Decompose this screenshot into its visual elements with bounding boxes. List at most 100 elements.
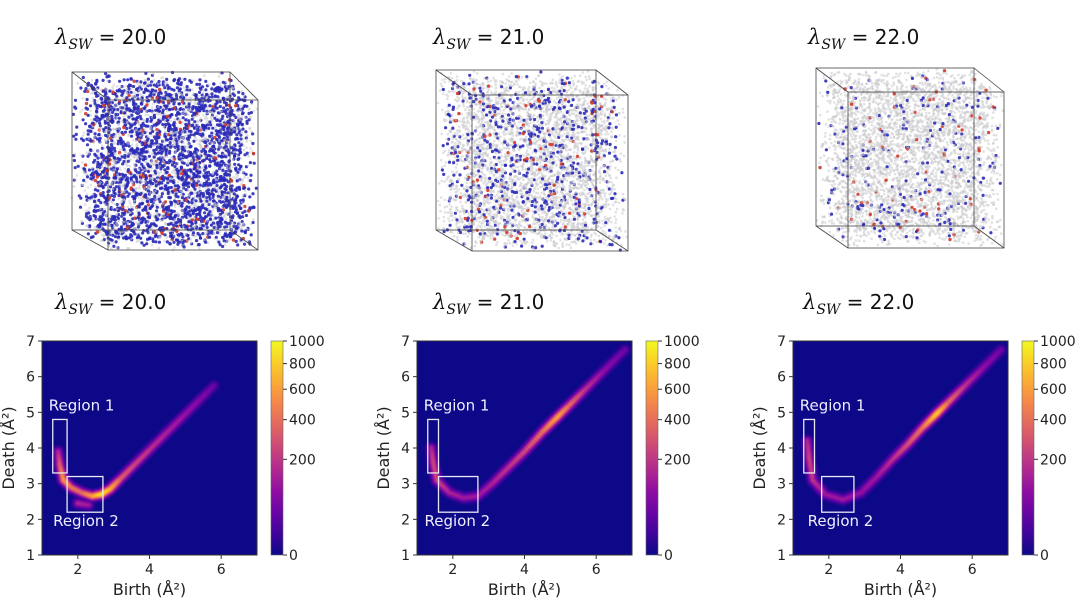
value: = 20.0 xyxy=(98,290,167,314)
y-tick-label: 1 xyxy=(26,548,35,564)
region-box-1 xyxy=(427,418,440,474)
subscript: SW xyxy=(446,302,471,318)
x-tick-label: 6 xyxy=(217,562,226,578)
colorbar-tick-label: 400 xyxy=(289,413,316,429)
particles xyxy=(70,70,259,252)
density-raster xyxy=(793,341,1008,555)
x-tick-label: 4 xyxy=(145,562,154,578)
plot-title-1: λSW = 20.0 xyxy=(55,290,166,318)
y-tick-label: 6 xyxy=(401,370,410,386)
persistence-heatmap-2: Region 1 Region 2 2 4 6 1 2 3 4 5 6 7 Birth (Å²) Deat… xyxy=(374,334,700,599)
colorbar-tick-label: 0 xyxy=(1040,548,1049,564)
y-tick-label: 6 xyxy=(777,370,786,386)
y-tick-label: 4 xyxy=(401,441,410,457)
subscript: SW xyxy=(68,37,93,53)
colorbar-tick-label: 800 xyxy=(664,357,691,373)
y-tick-label: 1 xyxy=(401,548,410,564)
colorbar: 0 200 400 600 800 1000 xyxy=(1021,334,1076,564)
colorbar-tick-label: 800 xyxy=(1040,357,1067,373)
region-box-2 xyxy=(66,475,104,513)
subscript: SW xyxy=(821,37,846,53)
region-label-2: Region 2 xyxy=(53,512,119,530)
y-tick-label: 5 xyxy=(777,405,786,421)
particles xyxy=(436,70,629,252)
y-tick-label: 5 xyxy=(26,405,35,421)
y-axis-label: Death (Å²) xyxy=(0,406,18,489)
x-tick-label: 6 xyxy=(968,562,977,578)
colorbar: 0 200 400 600 800 1000 xyxy=(270,334,325,564)
lambda-symbol: λ xyxy=(55,290,69,314)
x-axis-label: Birth (Å²) xyxy=(113,580,186,599)
y-tick-label: 3 xyxy=(401,477,410,493)
lambda-symbol: λ xyxy=(55,25,69,49)
x-tick-label: 2 xyxy=(448,562,457,578)
y-tick-label: 3 xyxy=(26,477,35,493)
region-label-1: Region 1 xyxy=(800,396,866,414)
y-tick-label: 1 xyxy=(777,548,786,564)
value: = 22.0 xyxy=(851,25,920,49)
cube-edges xyxy=(435,69,629,252)
colorbar-tick-label: 1000 xyxy=(289,334,325,350)
particle-cube-2 xyxy=(435,69,629,252)
y-tick-label: 2 xyxy=(401,512,410,528)
colorbar-gradient xyxy=(645,340,659,556)
colorbar-tick-label: 1000 xyxy=(1040,334,1076,350)
cube-title-3: λSW = 22.0 xyxy=(808,25,919,53)
y-axis-label: Death (Å²) xyxy=(750,406,769,489)
colorbar-tick-label: 200 xyxy=(664,452,691,468)
persistence-heatmap-1: Region 1 Region 2 2 4 6 1 2 3 4 5 6 7 Birth (Å²) Deat… xyxy=(0,334,325,599)
region-label-2: Region 2 xyxy=(425,512,491,530)
y-tick-label: 7 xyxy=(26,334,35,350)
density-raster xyxy=(42,341,257,555)
y-tick-label: 2 xyxy=(777,512,786,528)
lambda-symbol: λ xyxy=(808,25,822,49)
colorbar-tick-label: 600 xyxy=(1040,382,1067,398)
y-tick-label: 7 xyxy=(777,334,786,350)
colorbar-tick-label: 1000 xyxy=(664,334,700,350)
region-box-1 xyxy=(803,418,816,474)
colorbar-gradient xyxy=(1021,340,1035,556)
y-axis-label: Death (Å²) xyxy=(374,406,393,489)
cube-edges xyxy=(815,67,1005,249)
colorbar-tick-label: 0 xyxy=(664,548,673,564)
colorbar-tick-label: 600 xyxy=(664,382,691,398)
value: = 22.0 xyxy=(846,290,915,314)
subscript: SW xyxy=(446,37,471,53)
x-tick-label: 2 xyxy=(73,562,82,578)
y-tick-label: 6 xyxy=(26,370,35,386)
region-label-2: Region 2 xyxy=(808,512,874,530)
y-tick-label: 4 xyxy=(777,441,786,457)
subscript: SW xyxy=(816,302,841,318)
value: = 21.0 xyxy=(476,290,545,314)
x-axis-label: Birth (Å²) xyxy=(488,580,561,599)
y-tick-label: 2 xyxy=(26,512,35,528)
y-tick-label: 5 xyxy=(401,405,410,421)
region-label-1: Region 1 xyxy=(424,396,490,414)
colorbar-tick-label: 0 xyxy=(289,548,298,564)
colorbar-gradient xyxy=(270,340,284,556)
colorbar: 0 200 400 600 800 1000 xyxy=(645,334,700,564)
cube-title-2: λSW = 21.0 xyxy=(433,25,544,53)
colorbar-tick-label: 200 xyxy=(1040,452,1067,468)
x-tick-label: 4 xyxy=(896,562,905,578)
y-tick-label: 4 xyxy=(26,441,35,457)
cube-title-1: λSW = 20.0 xyxy=(55,25,166,53)
plot-title-2: λSW = 21.0 xyxy=(433,290,544,318)
x-tick-label: 4 xyxy=(520,562,529,578)
cube-edges xyxy=(71,71,259,251)
colorbar-tick-label: 400 xyxy=(1040,413,1067,429)
region-box-2 xyxy=(437,475,479,513)
region-box-2 xyxy=(821,475,855,513)
region-label-1: Region 1 xyxy=(49,396,115,414)
colorbar-tick-label: 600 xyxy=(289,382,316,398)
value: = 21.0 xyxy=(476,25,545,49)
colorbar-tick-label: 800 xyxy=(289,357,316,373)
region-box-1 xyxy=(52,418,68,474)
y-tick-label: 7 xyxy=(401,334,410,350)
x-tick-label: 2 xyxy=(824,562,833,578)
particle-cube-1 xyxy=(70,70,259,252)
particles xyxy=(815,67,1005,248)
lambda-symbol: λ xyxy=(433,290,447,314)
x-axis-label: Birth (Å²) xyxy=(864,580,937,599)
